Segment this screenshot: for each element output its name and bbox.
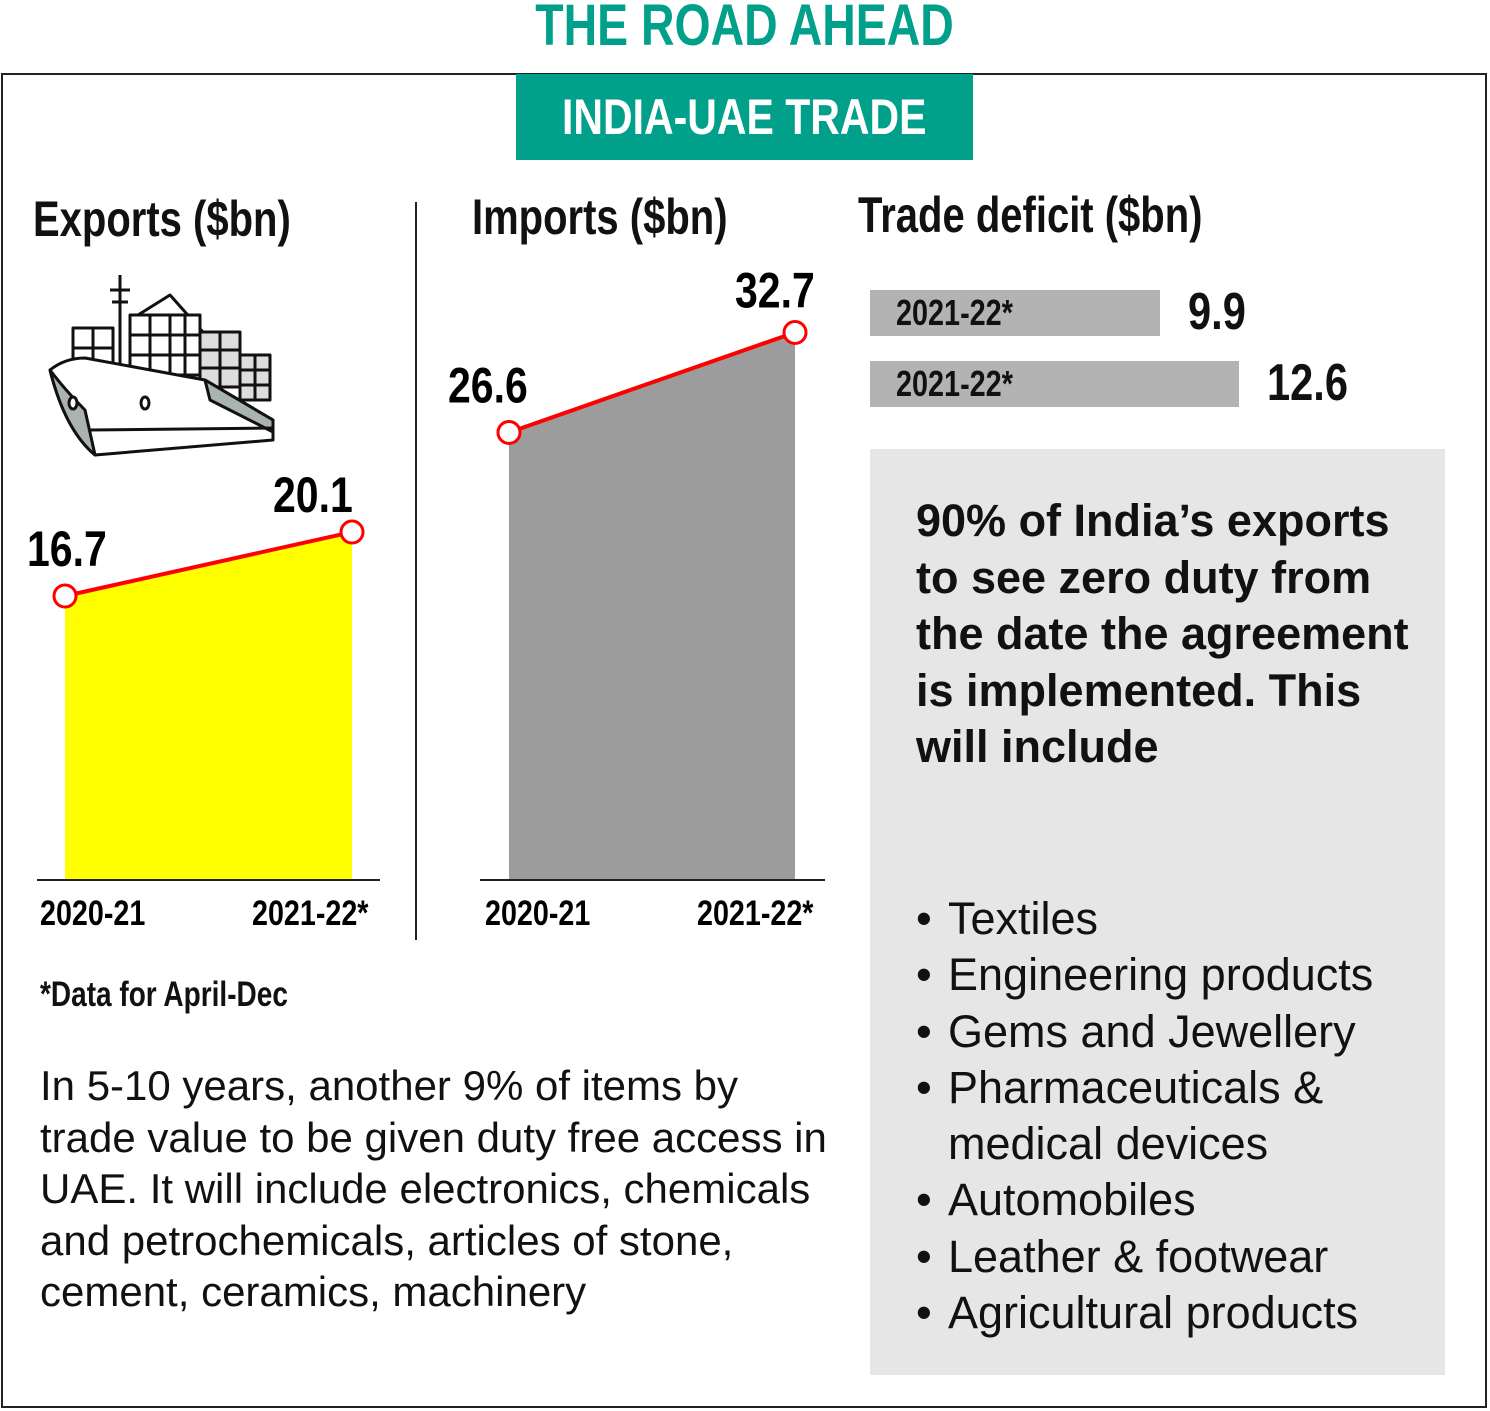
list-item: Agricultural products [916, 1285, 1445, 1341]
data-label: 32.7 [735, 263, 815, 319]
series-line [64, 530, 353, 598]
cargo-ship-icon [48, 275, 275, 457]
imports-chart: 26.6 2020-21 32.7 2021-22* [448, 263, 825, 933]
data-label: 16.7 [27, 521, 107, 577]
area-fill [509, 332, 795, 881]
data-point [52, 583, 78, 609]
list-item: Pharmaceuticals & medical devices [916, 1060, 1445, 1173]
banner-text: INDIA-UAE TRADE [562, 89, 927, 145]
list-item: Engineering products [916, 947, 1445, 1003]
data-point [496, 419, 522, 445]
data-label: 20.1 [273, 467, 353, 523]
deficit-value: 9.9 [1188, 283, 1246, 341]
zero-duty-box: 90% of India’s exports to see zero duty … [870, 449, 1445, 1375]
deficit-bar-label: 2021-22* [896, 363, 1013, 404]
deficit-bar: 2021-22* [870, 361, 1240, 407]
imports-title: Imports ($bn) [472, 189, 728, 245]
deficit-chart: 2021-22* 9.9 2021-22* 12.6 [870, 283, 1430, 420]
area-fill [65, 532, 352, 880]
series-line [508, 330, 796, 435]
exports-chart: 16.7 2020-21 20.1 2021-22* [27, 467, 380, 933]
list-item: Gems and Jewellery [916, 1004, 1445, 1060]
data-label: 26.6 [448, 358, 528, 414]
duty-free-paragraph: In 5-10 years, another 9% of items by tr… [40, 1062, 827, 1315]
x-tick-label: 2020-21 [40, 893, 145, 932]
title-text: THE ROAD AHEAD [535, 0, 955, 58]
box-heading: 90% of India’s exports to see zero duty … [916, 495, 1409, 772]
list-item: Leather & footwear [916, 1229, 1445, 1285]
banner: INDIA-UAE TRADE [516, 74, 973, 160]
deficit-value: 12.6 [1267, 354, 1349, 412]
page-title: THE ROAD AHEAD [0, 0, 1490, 59]
items-list: TextilesEngineering productsGems and Jew… [916, 891, 1445, 1341]
data-point [782, 319, 808, 345]
divider [415, 202, 417, 940]
exports-title: Exports ($bn) [33, 191, 291, 247]
x-tick-label: 2021-22* [697, 893, 814, 932]
deficit-bar-label: 2021-22* [896, 292, 1013, 333]
list-item: Automobiles [916, 1172, 1445, 1228]
x-tick-label: 2021-22* [252, 893, 369, 932]
x-tick-label: 2020-21 [485, 893, 590, 932]
deficit-bar: 2021-22* [870, 290, 1161, 336]
footnote: *Data for April-Dec [40, 975, 288, 1014]
data-point [339, 519, 365, 545]
list-item: Textiles [916, 891, 1445, 947]
deficit-title: Trade deficit ($bn) [858, 187, 1203, 243]
